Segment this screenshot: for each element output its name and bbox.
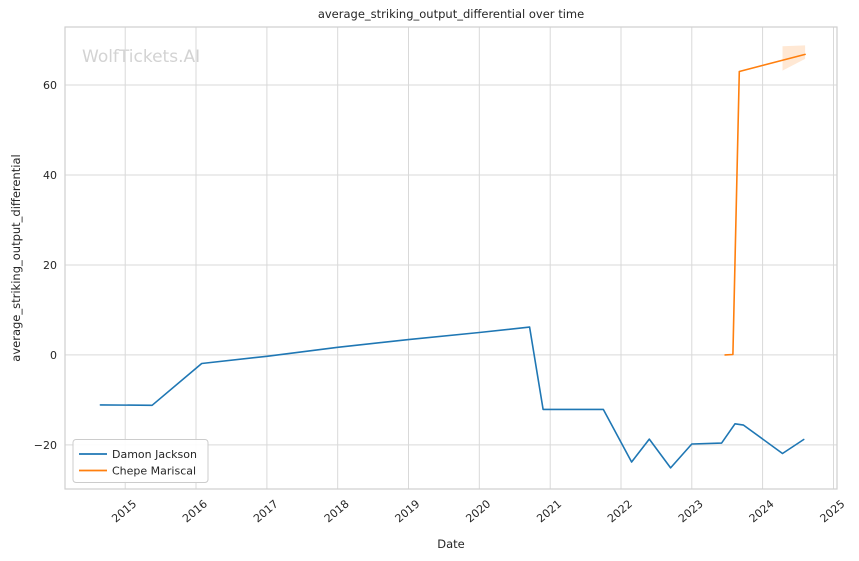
x-tick-label: 2017 bbox=[251, 497, 281, 525]
x-tick-label: 2018 bbox=[322, 497, 352, 525]
y-tick-label: 60 bbox=[43, 79, 57, 92]
x-tick-label: 2016 bbox=[180, 497, 210, 525]
series-line-damon-jackson bbox=[99, 326, 805, 469]
x-tick-label: 2015 bbox=[109, 497, 139, 525]
x-axis-label: Date bbox=[437, 537, 465, 551]
y-tick-label: −20 bbox=[34, 439, 57, 452]
legend-label-chepe-mariscal: Chepe Mariscal bbox=[112, 465, 196, 478]
y-tick-label: 20 bbox=[43, 259, 57, 272]
legend-label-damon-jackson: Damon Jackson bbox=[112, 448, 197, 461]
x-tick-label: 2024 bbox=[747, 497, 777, 525]
x-tick-label: 2022 bbox=[605, 497, 635, 525]
x-tick-label: 2021 bbox=[534, 497, 564, 525]
y-tick-label: 0 bbox=[50, 349, 57, 362]
watermark-text: WolfTickets.AI bbox=[82, 47, 201, 67]
plot-border bbox=[64, 26, 838, 490]
series-line-chepe-mariscal bbox=[724, 53, 806, 356]
chart-title: average_striking_output_differential ove… bbox=[317, 7, 585, 21]
x-tick-label: 2025 bbox=[818, 497, 848, 525]
x-tick-label: 2020 bbox=[463, 497, 493, 525]
y-tick-label: 40 bbox=[43, 169, 57, 182]
x-tick-label: 2023 bbox=[676, 497, 706, 525]
legend-box bbox=[72, 439, 209, 483]
x-tick-label: 2019 bbox=[393, 497, 423, 525]
